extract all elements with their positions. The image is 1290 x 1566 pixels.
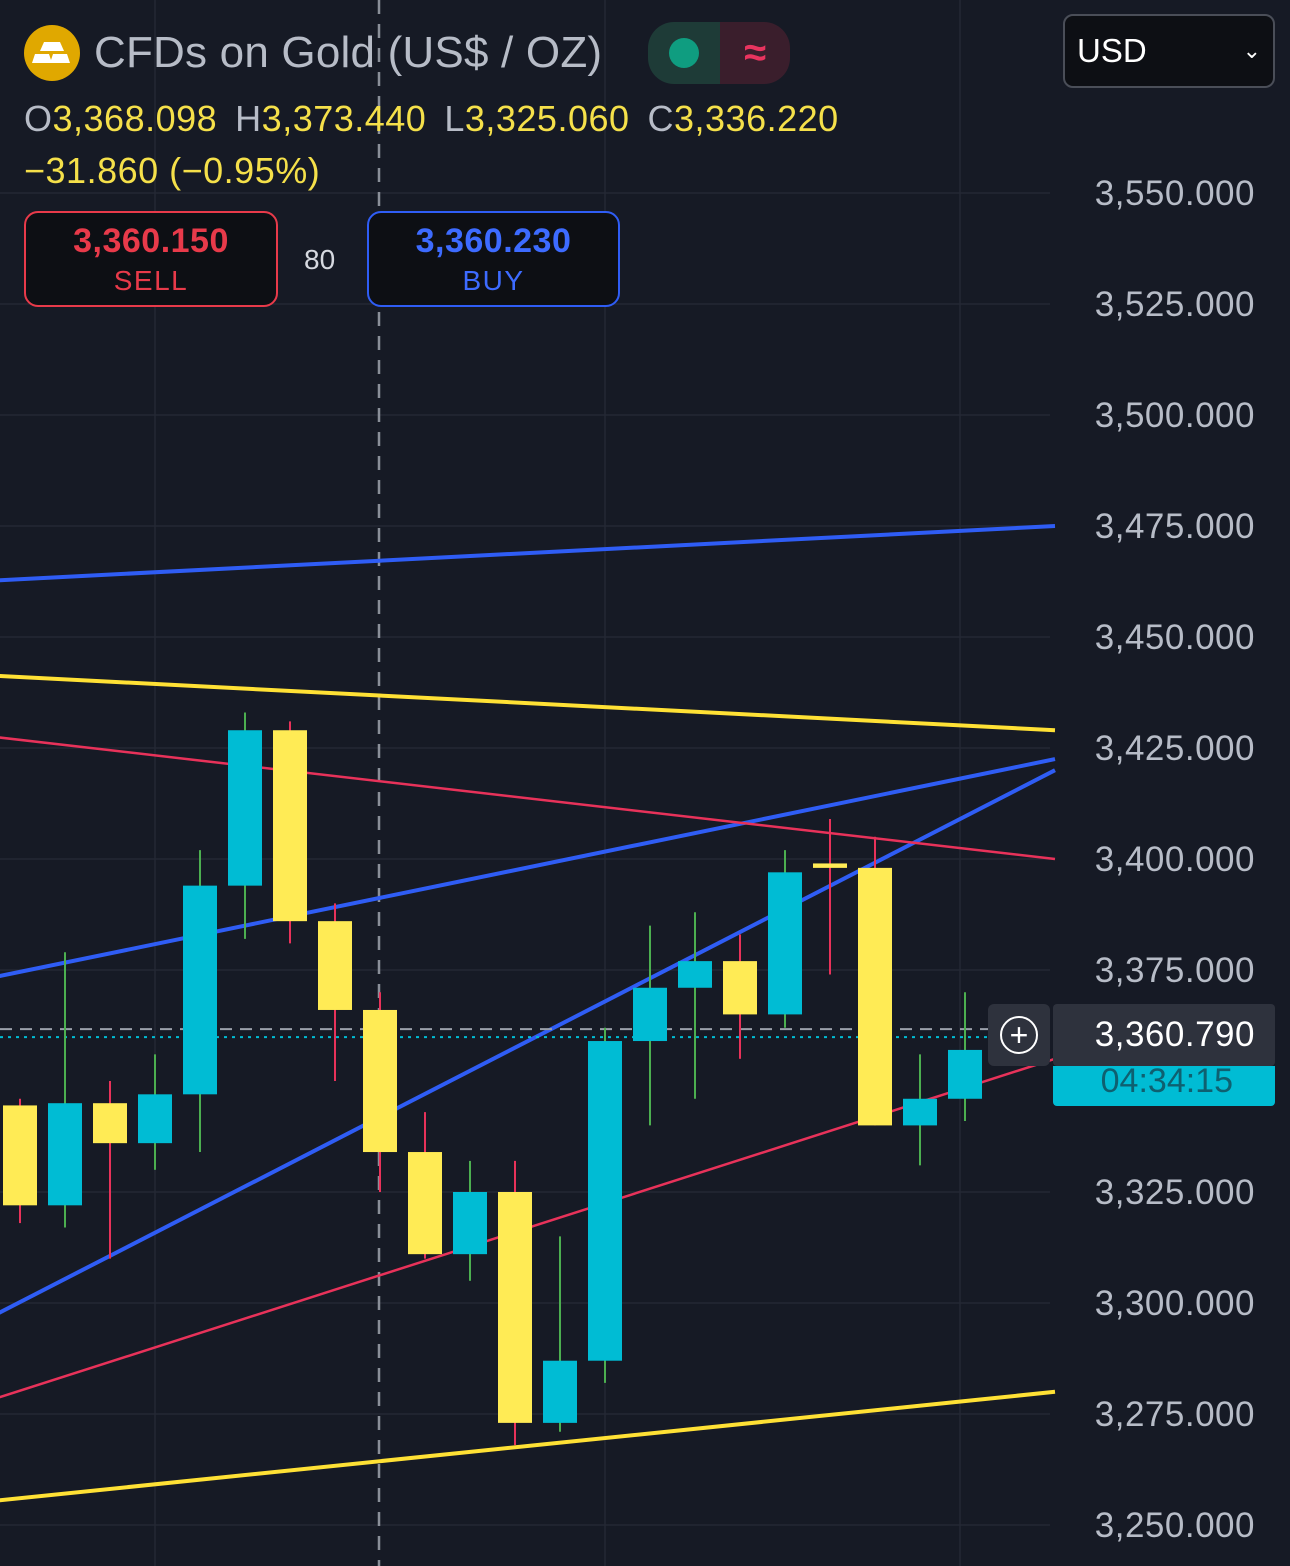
ohlc-low-label: L xyxy=(444,98,465,139)
candle-body xyxy=(588,1041,622,1361)
price-tick-label: 3,400.000 xyxy=(1095,840,1255,879)
candles xyxy=(3,712,982,1446)
candle-body xyxy=(858,867,892,1126)
plus-circle-icon: + xyxy=(1000,1016,1038,1054)
candle-body xyxy=(633,987,667,1042)
last-price-label: 3,360.790 xyxy=(1053,1004,1275,1066)
price-tick-label: 3,250.000 xyxy=(1095,1506,1255,1545)
price-tick-label: 3,475.000 xyxy=(1095,507,1255,546)
sell-price: 3,360.150 xyxy=(73,221,229,260)
candle-body xyxy=(273,730,307,922)
candle-body xyxy=(318,921,352,1010)
candle-body xyxy=(903,1098,937,1126)
chevron-down-icon: ⌄ xyxy=(1242,38,1261,63)
buy-button[interactable]: 3,360.230 BUY xyxy=(367,211,620,307)
candle-body xyxy=(228,730,262,886)
ohlc-high: 3,373.440 xyxy=(261,98,427,139)
candle-body xyxy=(408,1152,442,1255)
candle-body xyxy=(768,872,802,1015)
ohlc-legend: O3,368.098 H3,373.440 L3,325.060 C3,336.220 xyxy=(24,98,839,140)
sell-label: SELL xyxy=(113,264,189,296)
price-tick-label: 3,275.000 xyxy=(1095,1395,1255,1434)
blue-trendline xyxy=(0,524,1056,583)
bar-countdown: 04:34:15 xyxy=(1053,1066,1275,1106)
blue-trendline xyxy=(0,757,1056,979)
candle-body xyxy=(48,1103,82,1206)
candle-body xyxy=(723,961,757,1015)
price-tick-label: 3,325.000 xyxy=(1095,1173,1255,1212)
currency-select[interactable]: USD ⌄ xyxy=(1063,14,1275,88)
price-axis: 3,550.000 3,525.000 3,500.000 3,475.000 3,45… xyxy=(1095,174,1255,1545)
candle-body xyxy=(498,1192,532,1423)
candle-body xyxy=(138,1094,172,1144)
candle-body xyxy=(813,863,847,868)
market-status[interactable] xyxy=(648,22,721,84)
add-alert-button[interactable]: + xyxy=(988,1004,1050,1066)
symbol-title[interactable]: CFDs on Gold (US$ / OZ) xyxy=(94,28,603,77)
currency-value: USD xyxy=(1077,32,1147,69)
price-tick-label: 3,425.000 xyxy=(1095,729,1255,768)
ohlc-low: 3,325.060 xyxy=(464,98,630,139)
symbol-header: CFDs on Gold (US$ / OZ) ≈ xyxy=(24,22,791,84)
buy-price: 3,360.230 xyxy=(415,221,572,260)
price-tick-label: 3,450.000 xyxy=(1095,618,1255,657)
yellow-trendline xyxy=(0,674,1056,733)
candle-body xyxy=(183,885,217,1095)
buy-label: BUY xyxy=(462,264,525,296)
gold-bars-icon xyxy=(24,25,80,81)
price-tick-label: 3,550.000 xyxy=(1095,174,1255,213)
ohlc-close-label: C xyxy=(647,98,675,139)
price-tick-label: 3,500.000 xyxy=(1095,396,1255,435)
spread-value: 80 xyxy=(304,244,336,275)
ohlc-open-label: O xyxy=(24,98,53,139)
delayed-data-wave-icon[interactable]: ≈ xyxy=(720,22,791,84)
sell-button[interactable]: 3,360.150 SELL xyxy=(24,211,278,307)
market-open-dot-icon xyxy=(669,38,700,68)
price-tick-label: 3,525.000 xyxy=(1095,285,1255,324)
red-trendline xyxy=(0,736,1056,861)
ohlc-high-label: H xyxy=(235,98,262,139)
price-tick-label: 3,300.000 xyxy=(1095,1284,1255,1323)
candle-body xyxy=(678,961,712,988)
price-tick-label: 3,375.000 xyxy=(1095,951,1255,990)
yellow-trendline xyxy=(0,1389,1056,1503)
status-pill[interactable]: ≈ xyxy=(648,22,791,84)
candle-body xyxy=(3,1105,37,1206)
candle-body xyxy=(453,1192,487,1255)
candle-body xyxy=(93,1103,127,1144)
ohlc-open: 3,368.098 xyxy=(52,98,218,139)
ohlc-close: 3,336.220 xyxy=(674,98,839,139)
price-change: −31.860 (−0.95%) xyxy=(24,150,321,191)
candle-body xyxy=(948,1049,982,1099)
candle-body xyxy=(363,1009,397,1153)
candle-body xyxy=(543,1360,577,1423)
